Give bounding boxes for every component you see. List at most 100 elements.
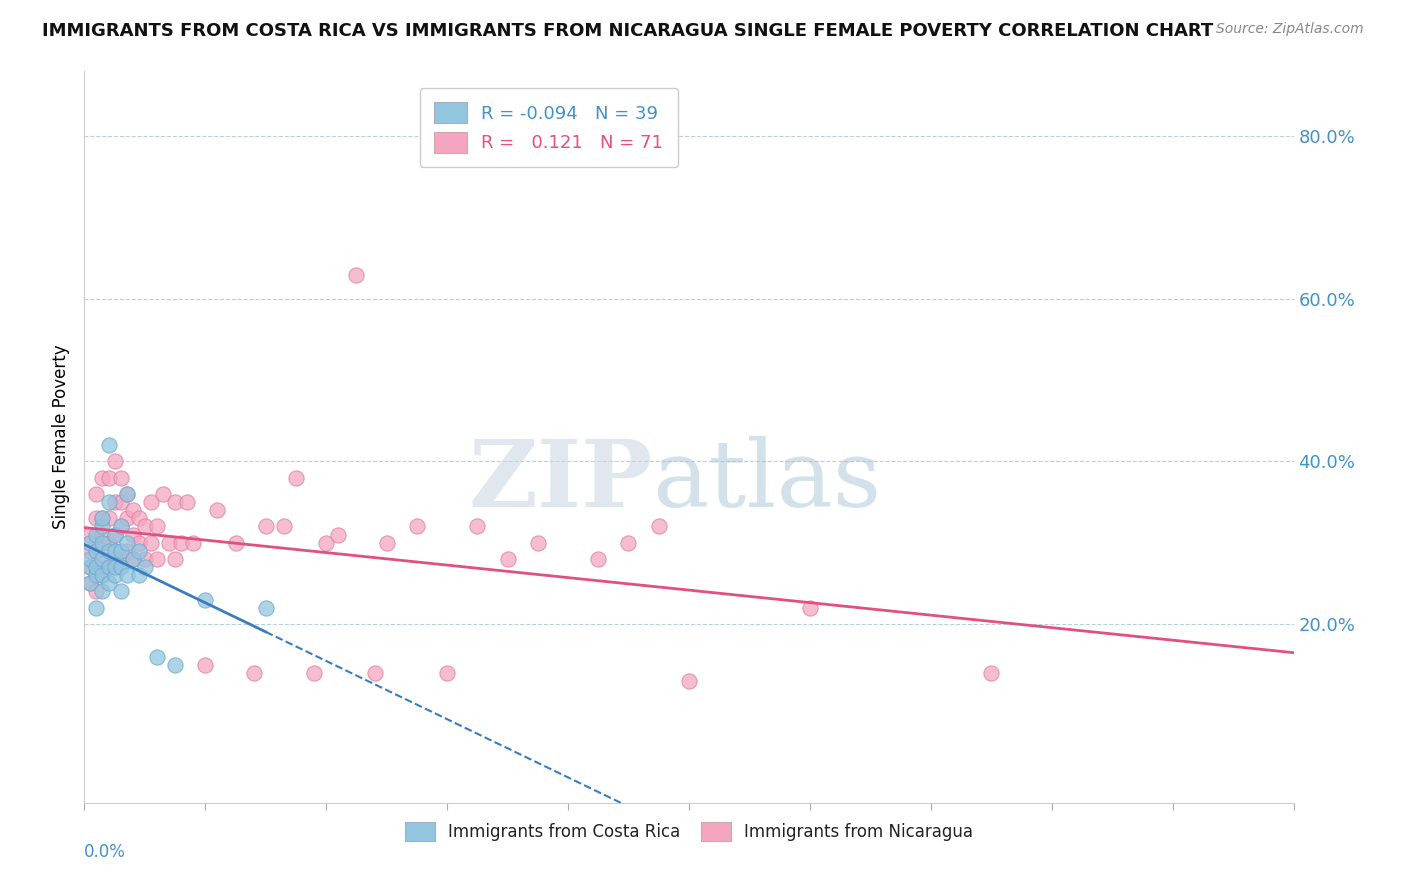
Point: [128, 511, 150, 525]
Point: [97, 535, 120, 549]
Point: [254, 519, 277, 533]
Point: [254, 600, 277, 615]
Point: [91, 519, 114, 533]
Point: [128, 544, 150, 558]
Point: [91, 527, 114, 541]
Point: [152, 487, 174, 501]
Point: [79, 560, 101, 574]
Point: [194, 592, 217, 607]
Point: [406, 519, 429, 533]
Point: [157, 535, 180, 549]
Point: [97, 576, 120, 591]
Point: [91, 552, 114, 566]
Point: [91, 552, 114, 566]
Point: [115, 487, 138, 501]
Point: [91, 568, 114, 582]
Point: [104, 544, 127, 558]
Point: [134, 560, 156, 574]
Point: [110, 560, 132, 574]
Point: [128, 568, 150, 582]
Point: [467, 519, 489, 533]
Text: atlas: atlas: [652, 436, 882, 526]
Point: [86, 544, 108, 558]
Text: ZIP: ZIP: [468, 436, 652, 526]
Point: [91, 535, 114, 549]
Point: [110, 584, 132, 599]
Point: [86, 584, 108, 599]
Point: [104, 527, 127, 541]
Point: [110, 471, 132, 485]
Legend: Immigrants from Costa Rica, Immigrants from Nicaragua: Immigrants from Costa Rica, Immigrants f…: [396, 814, 981, 849]
Point: [115, 568, 138, 582]
Point: [104, 454, 127, 468]
Point: [139, 495, 162, 509]
Point: [104, 552, 127, 566]
Point: [104, 495, 127, 509]
Point: [176, 495, 198, 509]
Point: [617, 535, 640, 549]
Point: [121, 552, 143, 566]
Point: [115, 535, 138, 549]
Point: [97, 511, 120, 525]
Point: [363, 665, 385, 680]
Point: [134, 552, 156, 566]
Point: [79, 576, 101, 591]
Point: [97, 438, 120, 452]
Text: Source: ZipAtlas.com: Source: ZipAtlas.com: [1216, 22, 1364, 37]
Point: [86, 487, 108, 501]
Point: [97, 495, 120, 509]
Point: [110, 552, 132, 566]
Point: [980, 665, 1002, 680]
Point: [97, 544, 120, 558]
Point: [121, 527, 143, 541]
Point: [436, 665, 458, 680]
Point: [134, 519, 156, 533]
Point: [302, 665, 325, 680]
Point: [273, 519, 295, 533]
Point: [110, 544, 132, 558]
Point: [678, 673, 700, 688]
Point: [207, 503, 229, 517]
Point: [86, 600, 108, 615]
Point: [496, 552, 519, 566]
Text: IMMIGRANTS FROM COSTA RICA VS IMMIGRANTS FROM NICARAGUA SINGLE FEMALE POVERTY CO: IMMIGRANTS FROM COSTA RICA VS IMMIGRANTS…: [42, 22, 1213, 40]
Point: [79, 535, 101, 549]
Point: [110, 495, 132, 509]
Point: [86, 560, 108, 574]
Point: [115, 511, 138, 525]
Y-axis label: Single Female Poverty: Single Female Poverty: [52, 345, 70, 529]
Point: [97, 560, 120, 574]
Point: [104, 527, 127, 541]
Point: [110, 519, 132, 533]
Point: [165, 495, 187, 509]
Point: [79, 560, 101, 574]
Point: [91, 584, 114, 599]
Text: 0.0%: 0.0%: [84, 843, 127, 861]
Point: [79, 544, 101, 558]
Point: [170, 535, 193, 549]
Point: [194, 657, 217, 672]
Point: [115, 544, 138, 558]
Point: [328, 527, 350, 541]
Point: [86, 535, 108, 549]
Point: [648, 519, 671, 533]
Point: [97, 471, 120, 485]
Point: [799, 600, 821, 615]
Point: [165, 657, 187, 672]
Point: [242, 665, 264, 680]
Point: [146, 519, 169, 533]
Point: [104, 568, 127, 582]
Point: [146, 649, 169, 664]
Point: [588, 552, 610, 566]
Point: [86, 527, 108, 541]
Point: [225, 535, 247, 549]
Point: [91, 511, 114, 525]
Point: [165, 552, 187, 566]
Point: [121, 503, 143, 517]
Point: [375, 535, 398, 549]
Point: [139, 535, 162, 549]
Point: [79, 552, 101, 566]
Point: [181, 535, 204, 549]
Point: [91, 511, 114, 525]
Point: [86, 511, 108, 525]
